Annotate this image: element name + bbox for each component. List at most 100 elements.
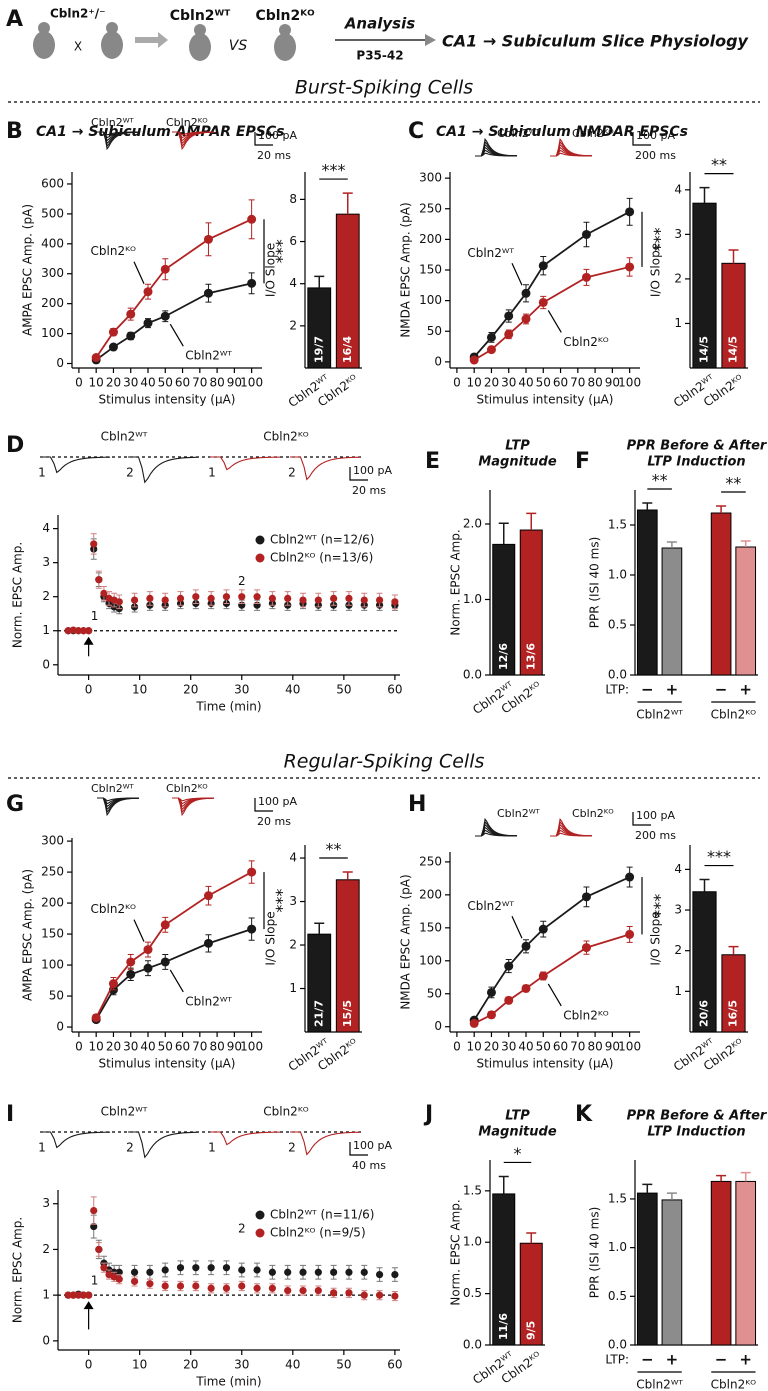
data-point xyxy=(504,995,514,1005)
error-bar xyxy=(699,878,710,892)
error-bar xyxy=(716,1174,727,1182)
data-point xyxy=(203,288,213,298)
panel-label: D xyxy=(6,433,24,458)
chart-title: Magnitude xyxy=(478,1125,557,1140)
significance: * xyxy=(514,1144,522,1163)
data-point xyxy=(160,957,170,967)
chart-title: Magnitude xyxy=(478,455,557,470)
data-point xyxy=(85,627,93,635)
x-tick-label: 50 xyxy=(158,1040,173,1054)
data-point xyxy=(130,1277,139,1286)
y-tick-label: 500 xyxy=(41,206,64,220)
scale-bar xyxy=(349,1142,368,1156)
y-axis-label: NMDA EPSC Amp. (pA) xyxy=(399,874,413,1009)
x-tick-label: 20 xyxy=(183,1358,198,1372)
data-point xyxy=(375,1291,384,1299)
panel-label: G xyxy=(6,792,24,817)
data-point xyxy=(143,945,153,955)
data-point xyxy=(146,1280,154,1288)
bar xyxy=(735,1180,757,1346)
data-point xyxy=(126,969,136,979)
y-tick-label: 1.5 xyxy=(463,1183,482,1197)
x-tick-label: 30 xyxy=(501,1040,516,1054)
scale-label: 20 ms xyxy=(257,149,291,162)
x-tick-label: 80 xyxy=(587,1040,602,1054)
data-point xyxy=(504,329,514,339)
data-point xyxy=(375,596,384,604)
x-tick-label: 100 xyxy=(618,1040,641,1054)
y-tick-label: 150 xyxy=(419,263,442,277)
data-point xyxy=(143,287,153,297)
scale-bar xyxy=(632,132,651,146)
panel-label: I xyxy=(6,1102,14,1127)
data-point xyxy=(486,1010,496,1020)
scale-label: 200 ms xyxy=(635,829,676,842)
data-point xyxy=(253,1284,261,1292)
x-tick-label: 20 xyxy=(183,683,198,697)
leader-line xyxy=(547,983,562,1007)
y-tick-label: 0.0 xyxy=(608,668,627,682)
data-point xyxy=(284,1268,292,1276)
trace-number: 1 xyxy=(208,466,216,480)
x-tick-label: 90 xyxy=(227,1040,242,1054)
legend-swatch xyxy=(255,1210,265,1220)
mouse xyxy=(274,24,296,61)
y-axis-label: I/O Slope xyxy=(264,243,278,297)
data-point xyxy=(143,963,153,973)
x-axis-label: Stimulus intensity (μA) xyxy=(98,393,235,407)
x-tick-label: + xyxy=(666,1351,679,1369)
y-tick-label: 600 xyxy=(41,176,64,190)
data-point xyxy=(203,234,213,244)
data-point xyxy=(538,971,548,981)
data-point xyxy=(625,929,635,939)
data-point xyxy=(161,1282,169,1290)
error-bar xyxy=(498,1175,509,1194)
x-axis-label: Stimulus intensity (μA) xyxy=(98,1057,235,1071)
significance: *** xyxy=(322,161,346,180)
cross: X xyxy=(74,40,82,54)
vs: VS xyxy=(229,38,248,54)
data-point xyxy=(486,987,496,997)
data-point xyxy=(284,1286,292,1295)
data-point xyxy=(581,229,591,239)
y-tick-label: 2 xyxy=(289,938,297,952)
significance: ** xyxy=(652,471,668,490)
x-tick-label: 20 xyxy=(106,1040,121,1054)
group-label: Cbln2ᵂᵀ xyxy=(636,1378,683,1391)
bar xyxy=(636,1192,658,1346)
data-point xyxy=(330,594,338,603)
n-label: 15/5 xyxy=(341,1000,354,1027)
data-point xyxy=(160,920,170,930)
data-point xyxy=(126,309,136,319)
n-label: 20/6 xyxy=(698,1000,711,1027)
data-point xyxy=(469,1018,479,1028)
data-point xyxy=(247,214,257,224)
y-tick-label: 2 xyxy=(674,271,682,285)
chart-title: LTP Induction xyxy=(647,1125,745,1140)
data-point xyxy=(161,1266,169,1274)
data-point xyxy=(207,594,215,603)
y-tick-label: 200 xyxy=(419,887,442,901)
n-label: 16/4 xyxy=(341,336,354,363)
x-axis-label: Time (min) xyxy=(195,1375,261,1389)
trace xyxy=(290,456,361,481)
data-point xyxy=(146,594,154,603)
x-tick-label: 30 xyxy=(123,376,138,390)
y-tick-label: 3 xyxy=(42,1196,50,1210)
data-point xyxy=(238,1266,246,1274)
series-label: Cbln2ᴷᴼ xyxy=(91,902,137,916)
data-point xyxy=(203,891,213,901)
x-tick-label: 80 xyxy=(587,376,602,390)
x-tick-label: 30 xyxy=(234,683,249,697)
scale-bar xyxy=(349,467,368,481)
legend-swatch xyxy=(255,1228,265,1238)
y-axis-label: Norm. EPSC Amp. xyxy=(11,542,25,648)
y-tick-label: 150 xyxy=(41,927,64,941)
data-point xyxy=(222,1264,231,1272)
data-point xyxy=(146,1268,154,1276)
x-tick-label: 0 xyxy=(453,1040,461,1054)
data-point xyxy=(207,1284,215,1292)
data-point xyxy=(581,892,591,902)
y-tick-label: 2 xyxy=(42,1242,50,1256)
x-tick-label: 70 xyxy=(192,1040,207,1054)
